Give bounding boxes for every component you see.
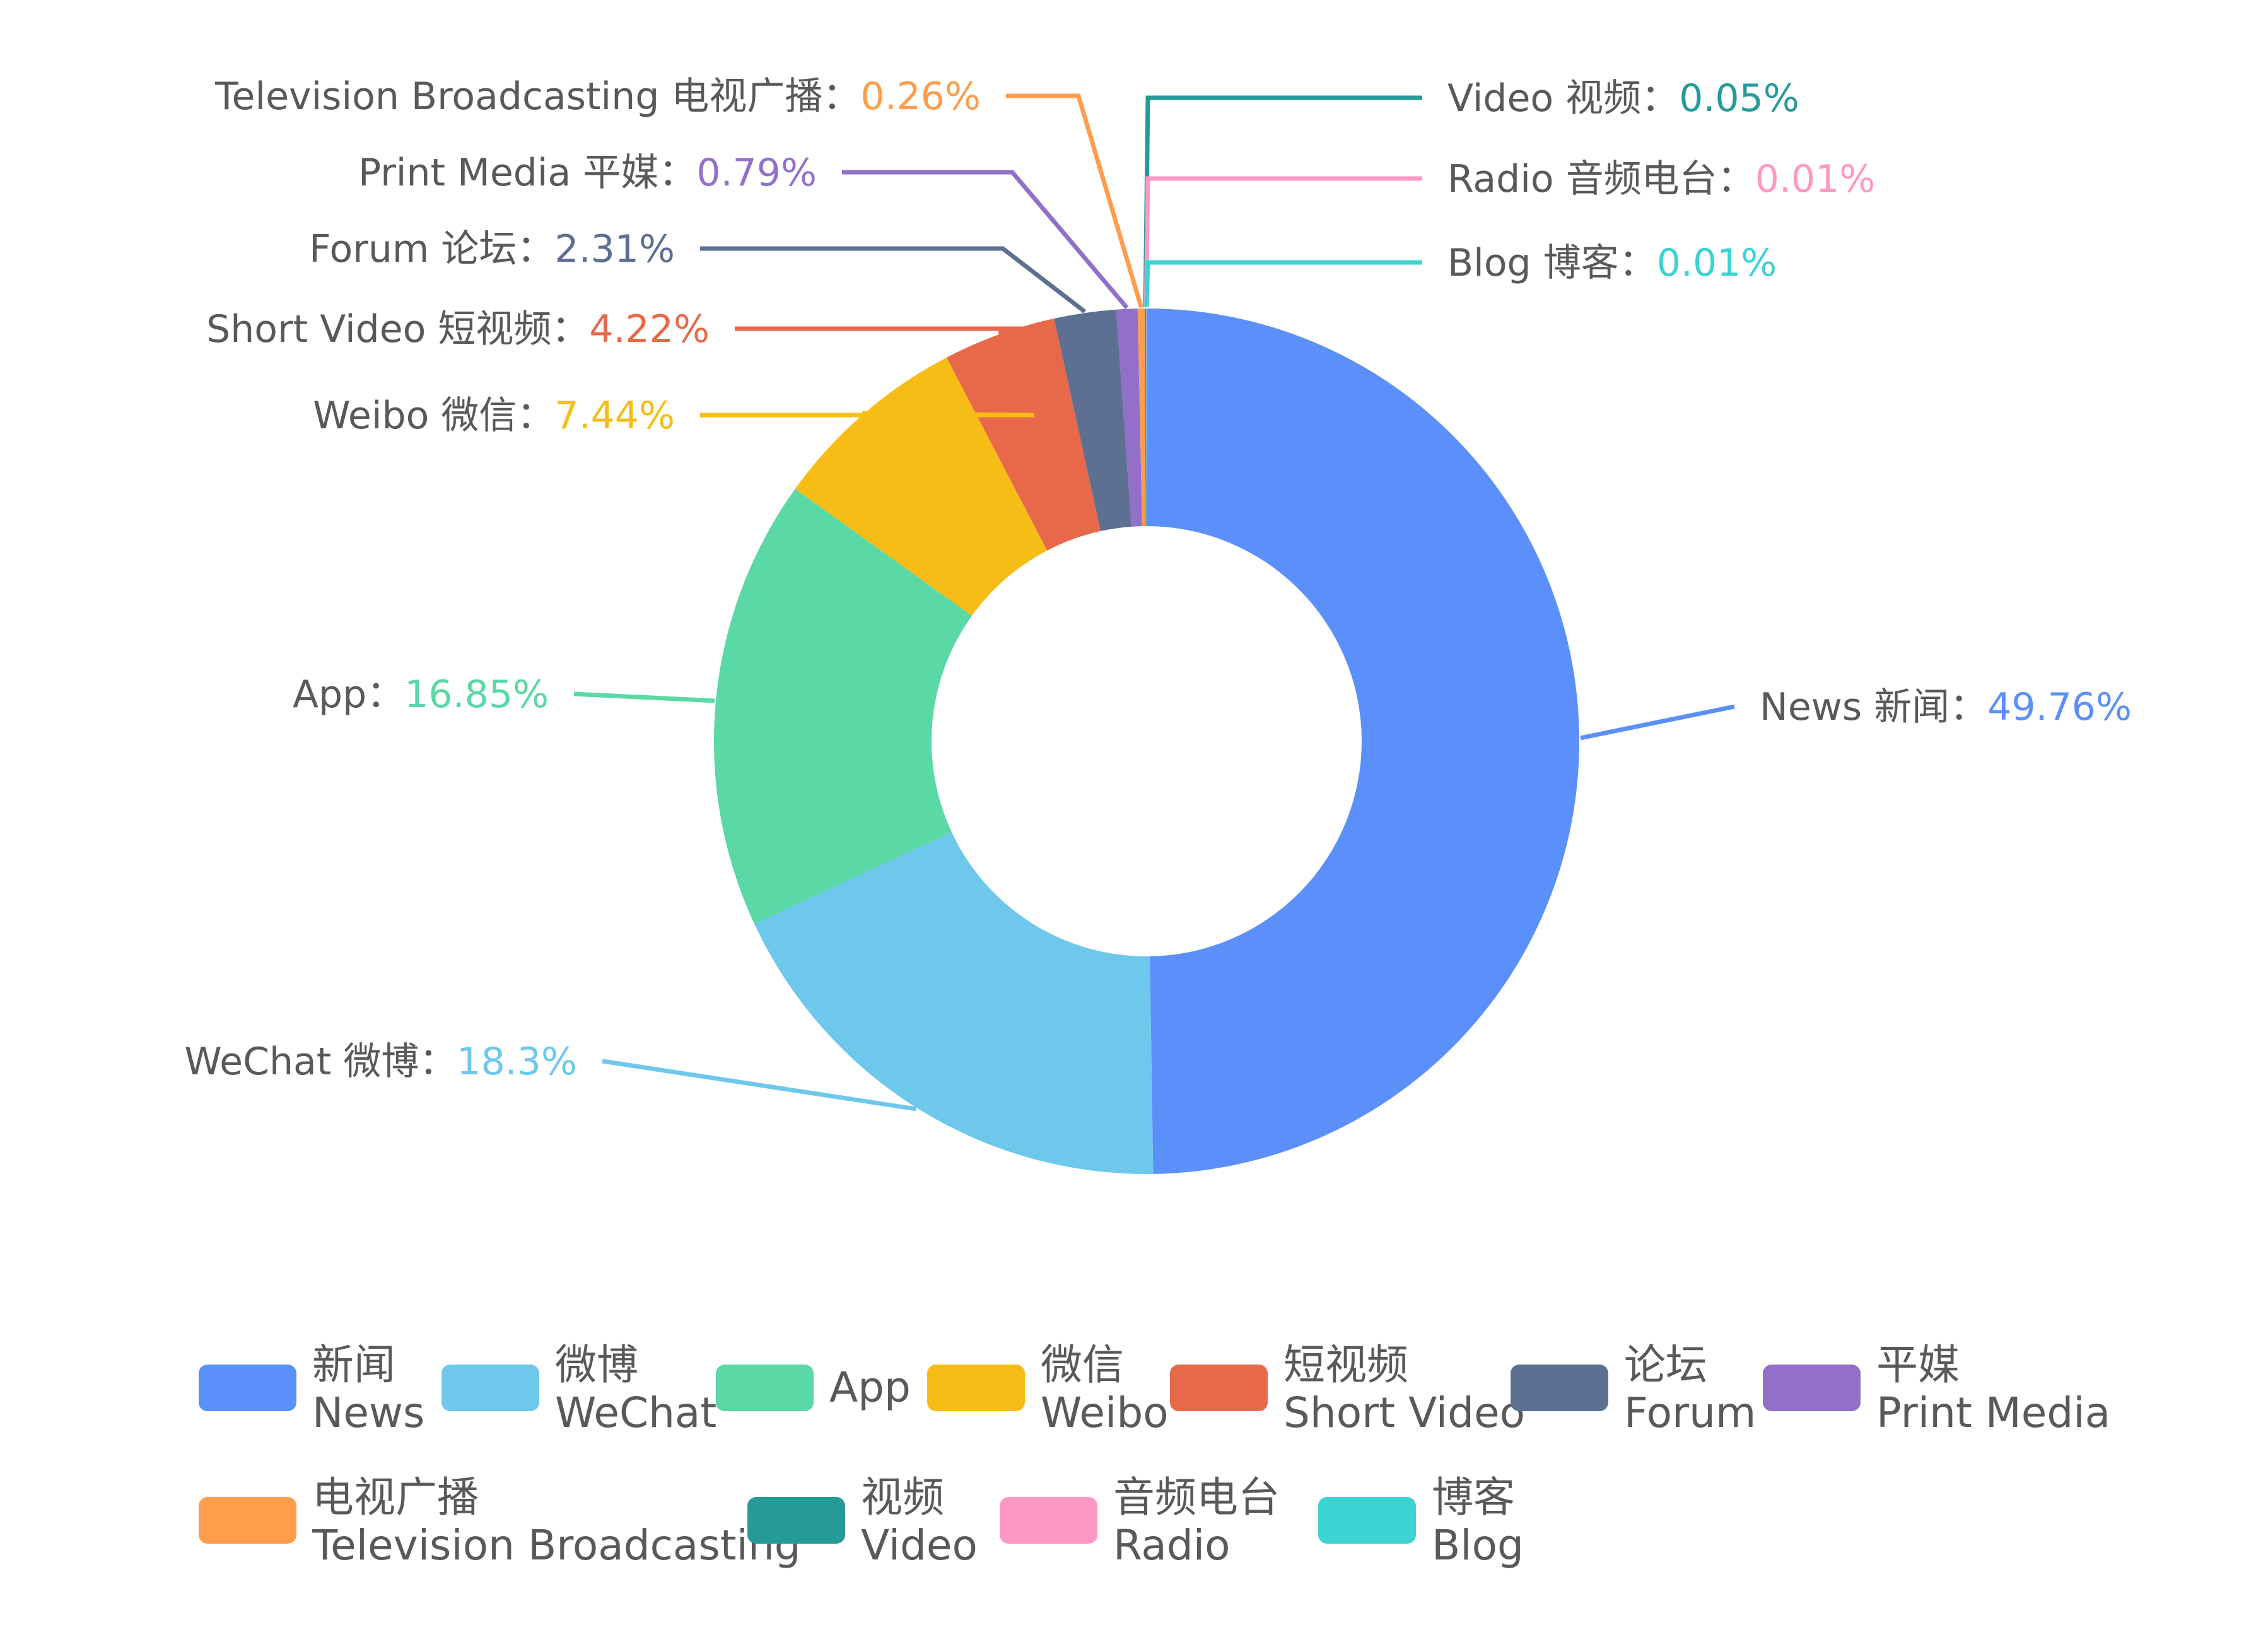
leader-line-print-media xyxy=(842,172,1127,308)
legend-label-zh: 视频 xyxy=(861,1473,944,1522)
slice-news xyxy=(1147,308,1579,1174)
slice-label-print-media: Print Media 平媒：0.79% xyxy=(358,151,817,195)
legend-swatch xyxy=(199,1365,296,1411)
leader-line-forum xyxy=(700,249,1085,312)
legend-label-zh: 电视广播 xyxy=(312,1473,479,1522)
legend-label-en: Video xyxy=(861,1521,978,1570)
legend-label-zh: 新闻 xyxy=(312,1341,395,1389)
legend-swatch xyxy=(747,1497,845,1544)
legend-label-zh: 音频电台 xyxy=(1113,1473,1280,1522)
leader-line-app xyxy=(574,694,715,701)
legend-label-en: Short Video xyxy=(1283,1389,1525,1437)
legend-label-zh: 微信 xyxy=(1041,1341,1124,1389)
slice-label-forum: Forum 论坛：2.31% xyxy=(309,227,675,271)
legend-label-zh: 论坛 xyxy=(1624,1341,1707,1389)
legend-label-en: App xyxy=(829,1363,911,1412)
leader-line-short-video xyxy=(735,329,1034,333)
slice-label-news: News 新闻：49.76% xyxy=(1760,685,2132,729)
legend-swatch xyxy=(1511,1365,1608,1411)
slice-value-forum: 2.31% xyxy=(554,227,675,271)
slice-label-video: Video 视频：0.05% xyxy=(1447,76,1799,120)
leader-line-weibo xyxy=(700,413,1034,415)
legend-label-zh: 平媒 xyxy=(1876,1341,1960,1389)
legend-label-en: Television Broadcasting xyxy=(312,1521,801,1570)
slice-value-television-broadcasting: 0.26% xyxy=(860,74,981,119)
slice-labels: News 新闻：49.76% WeChat 微博：18.3% App：16.85% W… xyxy=(184,74,2132,1084)
slice-label-weibo: Weibo 微信：7.44% xyxy=(313,394,675,438)
slice-value-video: 0.05% xyxy=(1679,76,1799,120)
leader-line-video xyxy=(1145,98,1422,307)
legend-label-en: Print Media xyxy=(1876,1389,2110,1437)
slice-label-television-broadcasting: Television Broadcasting 电视广播：0.26% xyxy=(214,74,981,119)
legend-swatch xyxy=(441,1365,539,1411)
legend-item-app[interactable]: App xyxy=(716,1363,911,1412)
legend-swatch xyxy=(1170,1365,1268,1411)
slice-label-radio: Radio 音频电台：0.01% xyxy=(1447,157,1875,201)
legend-label-en: Radio xyxy=(1113,1521,1230,1570)
slice-label-short-video: Short Video 短视频：4.22% xyxy=(206,307,710,351)
leader-line-blog xyxy=(1147,262,1422,307)
legend-label-en: Blog xyxy=(1432,1521,1524,1570)
slices-layer xyxy=(714,308,1579,1174)
legend-swatch xyxy=(1763,1365,1861,1411)
legend-label-en: Forum xyxy=(1624,1389,1756,1437)
slice-label-app: App：16.85% xyxy=(293,672,549,717)
slice-value-wechat: 18.3% xyxy=(457,1040,577,1084)
slice-value-radio: 0.01% xyxy=(1755,157,1876,201)
legend-swatch xyxy=(1318,1497,1416,1544)
legend-label-zh: 短视频 xyxy=(1283,1341,1408,1389)
legend-swatch xyxy=(716,1365,814,1411)
slice-value-short-video: 4.22% xyxy=(589,307,710,351)
leader-line-news xyxy=(1581,707,1734,738)
slice-value-weibo: 7.44% xyxy=(554,394,675,438)
slice-label-blog: Blog 博客：0.01% xyxy=(1447,241,1777,285)
legend-swatch xyxy=(1000,1497,1097,1544)
legend-swatch xyxy=(199,1497,296,1544)
slice-label-wechat: WeChat 微博：18.3% xyxy=(184,1040,577,1084)
slice-value-blog: 0.01% xyxy=(1657,241,1777,285)
slice-value-print-media: 0.79% xyxy=(696,151,817,195)
slice-value-app: 16.85% xyxy=(404,672,549,717)
leader-line-radio xyxy=(1146,179,1422,307)
legend-label-en: Weibo xyxy=(1041,1389,1169,1437)
legend-label-zh: 微博 xyxy=(555,1341,638,1389)
legend-label-en: WeChat xyxy=(555,1389,716,1437)
leader-line-television-broadcasting xyxy=(1006,96,1141,307)
legend-swatch xyxy=(927,1365,1025,1411)
legend-label-zh: 博客 xyxy=(1432,1473,1515,1522)
legend-label-en: News xyxy=(312,1389,424,1437)
slice-value-news: 49.76% xyxy=(1987,685,2132,729)
